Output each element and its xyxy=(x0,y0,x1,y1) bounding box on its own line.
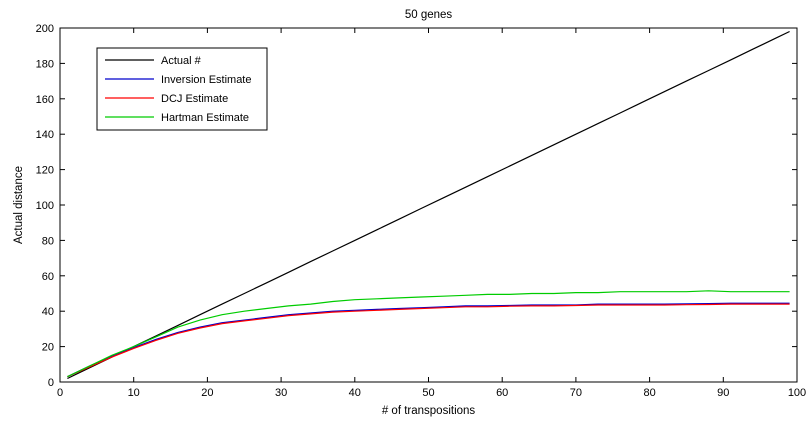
legend-label: DCJ Estimate xyxy=(161,93,228,105)
y-tick-label: 180 xyxy=(36,58,54,70)
y-tick-label: 80 xyxy=(42,235,54,247)
x-tick-label: 90 xyxy=(717,387,729,399)
legend-box xyxy=(96,47,268,131)
y-tick-label: 100 xyxy=(36,200,54,212)
legend: Actual # Inversion Estimate DCJ Estimate Ha… xyxy=(96,47,268,131)
series-line-dcj-estimate xyxy=(67,303,790,378)
x-tick-label: 100 xyxy=(788,387,806,399)
x-tick-label: 60 xyxy=(496,387,508,399)
series-lines xyxy=(67,30,790,380)
y-tick-label: 0 xyxy=(48,377,54,389)
series-line-inversion-estimate xyxy=(67,302,790,378)
x-axis-title: # of transpositions xyxy=(382,405,476,417)
chart-title: 50 genes xyxy=(405,9,453,21)
y-tick-label: 140 xyxy=(36,129,54,141)
legend-label: Inversion Estimate xyxy=(161,74,251,86)
legend-label: Hartman Estimate xyxy=(161,112,249,124)
y-tick-label: 120 xyxy=(36,165,54,177)
x-tick-label: 30 xyxy=(275,387,287,399)
axis-ticks: 0 10 20 30 40 50 60 70 80 90 100 0 20 40 60 80 100 120 140… xyxy=(36,23,807,399)
series-line-actual xyxy=(67,30,790,380)
y-tick-label: 60 xyxy=(42,271,54,283)
y-tick-label: 160 xyxy=(36,94,54,106)
series-line-hartman-estimate xyxy=(67,290,790,378)
x-tick-label: 80 xyxy=(643,387,655,399)
x-tick-label: 70 xyxy=(570,387,582,399)
x-tick-label: 10 xyxy=(128,387,140,399)
x-tick-label: 50 xyxy=(422,387,434,399)
x-tick-label: 0 xyxy=(57,387,63,399)
y-tick-label: 40 xyxy=(42,306,54,318)
y-axis-title: Actual distance xyxy=(13,166,25,244)
legend-label: Actual # xyxy=(161,55,202,67)
y-tick-label: 20 xyxy=(42,342,54,354)
x-tick-label: 40 xyxy=(349,387,361,399)
y-tick-label: 200 xyxy=(36,23,54,35)
x-tick-label: 20 xyxy=(201,387,213,399)
